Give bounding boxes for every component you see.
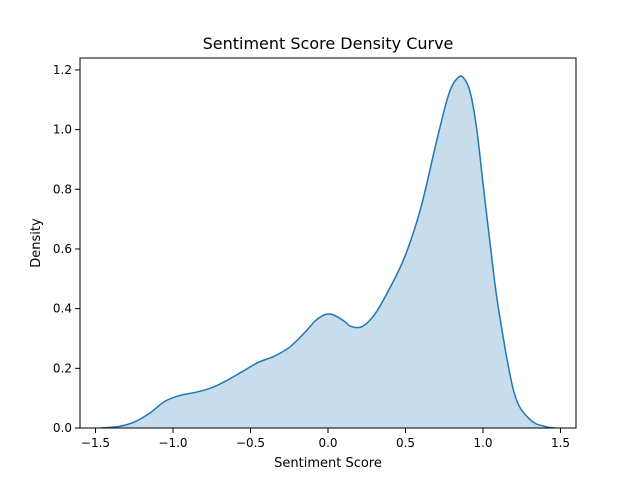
y-tick-label: 0.2 xyxy=(53,361,72,375)
y-axis-label: Density xyxy=(29,218,44,268)
y-tick-label: 0.0 xyxy=(53,421,72,435)
x-tick-label: 1.0 xyxy=(473,436,492,450)
density-area-fill xyxy=(100,76,556,428)
y-axis-ticks: 0.0 0.2 0.4 0.6 0.8 1.0 1.2 xyxy=(53,63,80,435)
x-tick-label: −1.0 xyxy=(158,436,187,450)
y-tick-label: 0.8 xyxy=(53,182,72,196)
density-curve-line xyxy=(100,75,556,428)
y-tick-label: 0.4 xyxy=(53,302,72,316)
x-axis-label: Sentiment Score xyxy=(274,456,382,471)
x-tick-label: 0.0 xyxy=(318,436,337,450)
y-tick-label: 1.0 xyxy=(53,123,72,137)
x-tick-label: 1.5 xyxy=(551,436,570,450)
x-tick-label: 0.5 xyxy=(396,436,415,450)
chart-title: Sentiment Score Density Curve xyxy=(203,34,454,53)
plot-area xyxy=(100,75,556,428)
x-tick-label: −0.5 xyxy=(236,436,265,450)
y-tick-label: 1.2 xyxy=(53,63,72,77)
y-tick-label: 0.6 xyxy=(53,242,72,256)
x-axis-ticks: −1.5 −1.0 −0.5 0.0 0.5 1.0 1.5 xyxy=(81,428,570,450)
x-tick-label: −1.5 xyxy=(81,436,110,450)
